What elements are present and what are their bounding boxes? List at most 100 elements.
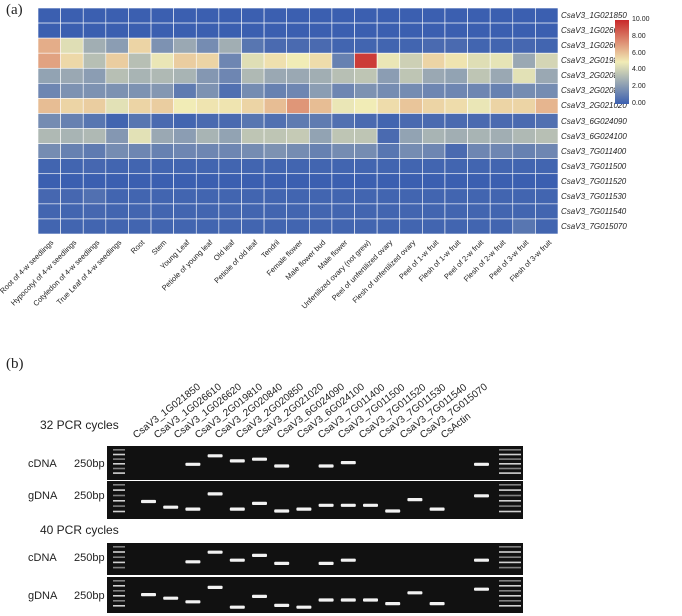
heatmap-cell (173, 188, 197, 205)
heatmap-cell (241, 8, 265, 24)
heatmap-cell (308, 22, 333, 39)
heatmap-cell (376, 37, 401, 54)
gel-band (141, 593, 156, 597)
gel-band (318, 503, 334, 507)
heatmap-cell (535, 37, 558, 54)
heatmap-cell (286, 113, 310, 129)
heatmap-cell (444, 143, 468, 159)
gel-band (296, 605, 312, 609)
heatmap-cell (399, 37, 423, 54)
cdna-label-40: cDNA (28, 552, 57, 564)
heatmap-row-label: CsaV3_1G026610 (561, 26, 627, 36)
heatmap-cell (195, 98, 220, 114)
heatmap-cell (263, 158, 287, 175)
heatmap-cell (399, 218, 423, 234)
heatmap-cell (444, 67, 468, 84)
heatmap-cell (512, 67, 536, 84)
heatmap-cell (286, 158, 310, 175)
heatmap-cell (60, 52, 84, 69)
gel-band (252, 457, 267, 461)
heatmap-cell (82, 158, 107, 175)
marker-label-c32: 250bp (74, 458, 105, 470)
heatmap-cell (308, 203, 333, 220)
heatmap-cell (128, 52, 152, 69)
heatmap-cell (173, 22, 197, 39)
heatmap-cell (128, 8, 152, 24)
heatmap-cell (263, 203, 287, 220)
heatmap-cell (60, 173, 84, 190)
gdna-label-40: gDNA (28, 590, 58, 602)
heatmap-cell (173, 98, 197, 114)
heatmap-cell (150, 67, 174, 84)
heatmap-cell (128, 203, 152, 220)
ladder-band (113, 595, 125, 597)
heatmap-cell (128, 83, 152, 99)
colorbar-tick: 2.00 (632, 83, 646, 91)
gel-band (340, 461, 356, 465)
heatmap-cell (241, 173, 265, 190)
heatmap-cell (218, 218, 242, 234)
heatmap-cell (422, 37, 446, 54)
heatmap-cell (60, 22, 84, 39)
gel-band (229, 459, 245, 463)
ladder-band (499, 467, 521, 470)
gel-band (141, 499, 156, 504)
heatmap-cell (173, 173, 197, 190)
gel-band (229, 558, 245, 562)
gel-band (340, 598, 356, 602)
heatmap-cell (128, 113, 152, 129)
gel-band (185, 600, 201, 604)
gel-band (407, 498, 423, 502)
heatmap-cell (173, 8, 197, 24)
heatmap-cell (467, 113, 491, 129)
heatmap-cell (150, 203, 174, 220)
gel-band (185, 462, 201, 466)
heatmap-cell (241, 52, 265, 69)
heatmap-cell (218, 173, 242, 190)
heatmap-cell (308, 188, 333, 205)
heatmap-cell (38, 143, 61, 159)
heatmap-cell (331, 67, 355, 84)
heatmap-cell (331, 83, 355, 99)
heatmap-cell (128, 37, 152, 54)
heatmap-cell (376, 203, 401, 220)
heatmap-cell (82, 67, 107, 84)
heatmap-cell (38, 188, 61, 205)
gel-band (340, 503, 356, 507)
heatmap-cell (331, 188, 355, 205)
heatmap-row-label: CsaV3_7G011540 (561, 206, 627, 216)
ladder-band (113, 489, 125, 491)
heatmap-cell (150, 37, 174, 54)
heatmap-cell (150, 52, 174, 69)
heatmap-cell (467, 188, 491, 205)
gel-band (296, 507, 312, 511)
ladder-band (113, 458, 125, 460)
heatmap-cell (331, 158, 355, 175)
gel-cdna-40 (107, 543, 523, 575)
gel-band (252, 501, 267, 505)
heatmap-cell (467, 22, 491, 39)
heatmap-cell (399, 98, 423, 114)
heatmap-cell (489, 52, 514, 69)
heatmap-cell (150, 188, 174, 205)
heatmap-cell (60, 8, 84, 24)
heatmap-cell (376, 143, 401, 159)
heatmap-cell (263, 188, 287, 205)
gel-band (163, 596, 179, 600)
colorbar-tick: 6.00 (632, 49, 646, 57)
heatmap-cell (105, 218, 129, 234)
cycles-40-label: 40 PCR cycles (40, 523, 119, 537)
heatmap-cell (218, 128, 242, 144)
heatmap-cell (195, 67, 220, 84)
heatmap-row-label: CsaV3_2G020850 (561, 86, 627, 96)
ladder-band (499, 463, 521, 465)
heatmap-cell (354, 83, 378, 99)
heatmap-cell (467, 37, 491, 54)
heatmap-cell (489, 173, 514, 190)
heatmap-cell (38, 83, 61, 99)
heatmap-cell (195, 203, 220, 220)
gel-band (429, 602, 445, 606)
heatmap-cell (535, 113, 558, 129)
gel-band (385, 509, 401, 513)
heatmap-cell (173, 67, 197, 84)
